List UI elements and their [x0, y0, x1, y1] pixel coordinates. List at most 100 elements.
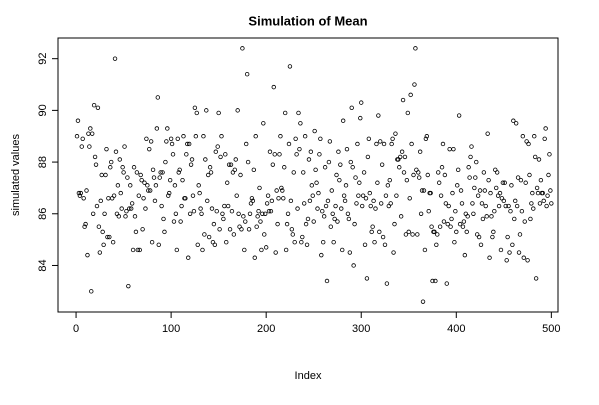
- point: [228, 162, 234, 167]
- point: [273, 250, 278, 255]
- point: [359, 100, 364, 105]
- point: [498, 247, 504, 253]
- point: [317, 152, 322, 157]
- point: [424, 134, 430, 139]
- point: [385, 183, 391, 188]
- point: [199, 211, 204, 216]
- point: [503, 203, 508, 209]
- point: [126, 283, 131, 289]
- point: [545, 193, 550, 198]
- point: [508, 208, 513, 214]
- point: [357, 180, 362, 185]
- point: [89, 289, 94, 294]
- point: [151, 175, 157, 180]
- point: [80, 136, 85, 142]
- point: [312, 128, 317, 134]
- point: [236, 211, 241, 216]
- point: [218, 154, 223, 160]
- point: [261, 121, 266, 126]
- point: [149, 240, 155, 245]
- point: [475, 193, 481, 198]
- point: [544, 203, 549, 209]
- point: [340, 247, 345, 253]
- point: [231, 232, 237, 237]
- point: [370, 224, 375, 229]
- point: [538, 177, 544, 183]
- y-tick-label: 90: [37, 104, 49, 116]
- point: [203, 157, 208, 162]
- point: [360, 193, 366, 198]
- point: [100, 229, 105, 235]
- point: [314, 180, 319, 185]
- point: [271, 84, 276, 90]
- point: [494, 185, 499, 191]
- point: [225, 180, 230, 185]
- point: [420, 299, 426, 304]
- point: [141, 196, 146, 201]
- point: [155, 95, 161, 100]
- point: [145, 183, 150, 188]
- point: [103, 172, 108, 178]
- point: [542, 136, 547, 142]
- point: [224, 240, 229, 245]
- point: [150, 167, 156, 173]
- point: [439, 165, 445, 170]
- point: [274, 188, 279, 193]
- point: [446, 203, 451, 209]
- point: [99, 172, 104, 178]
- point: [443, 201, 449, 206]
- point: [287, 64, 293, 69]
- point: [335, 219, 340, 224]
- point: [102, 211, 107, 216]
- point: [270, 162, 276, 167]
- point: [513, 121, 519, 126]
- point: [490, 234, 495, 240]
- y-tick-label: 84: [37, 259, 49, 271]
- point: [124, 208, 129, 214]
- point: [339, 206, 344, 211]
- point: [281, 196, 286, 201]
- point: [331, 240, 336, 245]
- point: [430, 278, 435, 284]
- point: [269, 198, 275, 204]
- point: [326, 159, 332, 165]
- point: [110, 240, 116, 245]
- point: [511, 118, 516, 123]
- point: [349, 105, 354, 110]
- point: [456, 113, 462, 118]
- point: [525, 258, 530, 263]
- point: [372, 240, 377, 245]
- point: [448, 224, 453, 229]
- point: [97, 250, 103, 255]
- point: [244, 141, 249, 147]
- point: [449, 216, 454, 222]
- point: [282, 110, 288, 116]
- point: [206, 234, 212, 240]
- point: [329, 188, 334, 193]
- point: [204, 108, 209, 113]
- point: [136, 193, 141, 198]
- point: [259, 247, 264, 253]
- point: [532, 134, 537, 139]
- point: [433, 278, 438, 284]
- x-tick-label: 500: [542, 323, 560, 335]
- x-tick-label: 0: [73, 323, 79, 335]
- point: [167, 177, 173, 183]
- point: [77, 193, 83, 198]
- point: [354, 201, 359, 206]
- point: [197, 190, 202, 196]
- point: [263, 245, 269, 250]
- point: [295, 206, 300, 211]
- point: [383, 193, 389, 198]
- point: [384, 281, 390, 286]
- point: [445, 221, 450, 227]
- point: [351, 263, 356, 268]
- point: [140, 227, 145, 232]
- point: [340, 118, 346, 123]
- y-tick-label: 88: [37, 156, 49, 168]
- point: [277, 152, 282, 157]
- point: [170, 152, 176, 157]
- point: [462, 252, 468, 258]
- point: [166, 193, 171, 198]
- point: [453, 208, 458, 214]
